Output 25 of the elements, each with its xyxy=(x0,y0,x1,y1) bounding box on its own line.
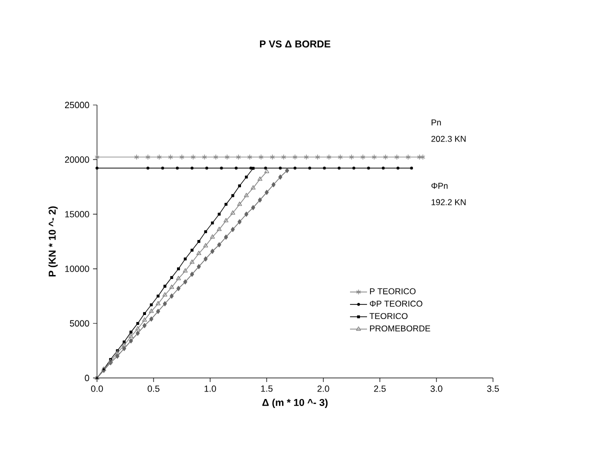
legend-label: P TEORICO xyxy=(370,288,416,294)
x-tick-label: 3.5 xyxy=(487,386,499,392)
annotation: 192.2 KN xyxy=(432,199,466,206)
y-tick-label: 5000 xyxy=(70,320,90,327)
x-tick-label: 3.0 xyxy=(430,386,442,392)
annotation: ΦPn xyxy=(431,182,448,189)
annotation: Pn xyxy=(432,120,441,126)
legend-label: ΦP TEORICO xyxy=(370,300,422,307)
y-tick-label: 25000 xyxy=(65,102,90,108)
x-tick-label: 2.5 xyxy=(374,386,386,392)
y-axis-title: P (KN * 10 ^- 2) xyxy=(48,206,58,276)
annotation: 202.3 KN xyxy=(431,136,466,142)
y-tick-label: 15000 xyxy=(65,211,90,218)
x-tick-label: 0.5 xyxy=(148,386,160,392)
x-axis-title: Δ (m * 10 ^- 3) xyxy=(262,398,328,408)
y-tick-label: 0 xyxy=(84,374,90,382)
x-tick-label: 2.0 xyxy=(318,386,330,392)
y-tick-label: 10000 xyxy=(65,266,90,272)
x-tick-label: 0.0 xyxy=(91,386,103,392)
y-tick-label: 20000 xyxy=(65,156,90,163)
legend-label: TEORICO xyxy=(370,313,408,320)
x-tick-label: 1.5 xyxy=(261,386,273,392)
chart-title: P VS Δ BORDE xyxy=(260,40,330,48)
legend-label: PROMEBORDE xyxy=(370,325,430,332)
x-tick-label: 1.0 xyxy=(204,386,216,392)
